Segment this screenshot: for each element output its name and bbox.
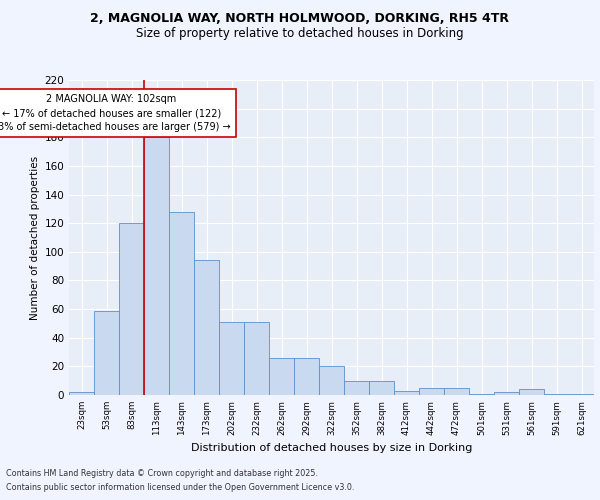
- Bar: [319, 366, 344, 395]
- Bar: [119, 223, 144, 395]
- Bar: [519, 390, 544, 395]
- Bar: [269, 358, 294, 395]
- Y-axis label: Number of detached properties: Number of detached properties: [30, 156, 40, 320]
- Bar: [569, 394, 594, 395]
- Bar: [469, 394, 494, 395]
- Bar: [544, 394, 569, 395]
- Bar: [494, 392, 519, 395]
- Text: 2, MAGNOLIA WAY, NORTH HOLMWOOD, DORKING, RH5 4TR: 2, MAGNOLIA WAY, NORTH HOLMWOOD, DORKING…: [91, 12, 509, 26]
- X-axis label: Distribution of detached houses by size in Dorking: Distribution of detached houses by size …: [191, 443, 472, 453]
- Text: 2 MAGNOLIA WAY: 102sqm
← 17% of detached houses are smaller (122)
83% of semi-de: 2 MAGNOLIA WAY: 102sqm ← 17% of detached…: [0, 94, 231, 132]
- Bar: [219, 322, 244, 395]
- Bar: [169, 212, 194, 395]
- Text: Size of property relative to detached houses in Dorking: Size of property relative to detached ho…: [136, 28, 464, 40]
- Bar: [244, 322, 269, 395]
- Bar: [444, 388, 469, 395]
- Bar: [344, 380, 369, 395]
- Bar: [294, 358, 319, 395]
- Text: Contains public sector information licensed under the Open Government Licence v3: Contains public sector information licen…: [6, 484, 355, 492]
- Bar: [144, 138, 169, 395]
- Bar: [419, 388, 444, 395]
- Bar: [194, 260, 219, 395]
- Text: Contains HM Land Registry data © Crown copyright and database right 2025.: Contains HM Land Registry data © Crown c…: [6, 468, 318, 477]
- Bar: [69, 392, 94, 395]
- Bar: [369, 380, 394, 395]
- Bar: [394, 390, 419, 395]
- Bar: [94, 310, 119, 395]
